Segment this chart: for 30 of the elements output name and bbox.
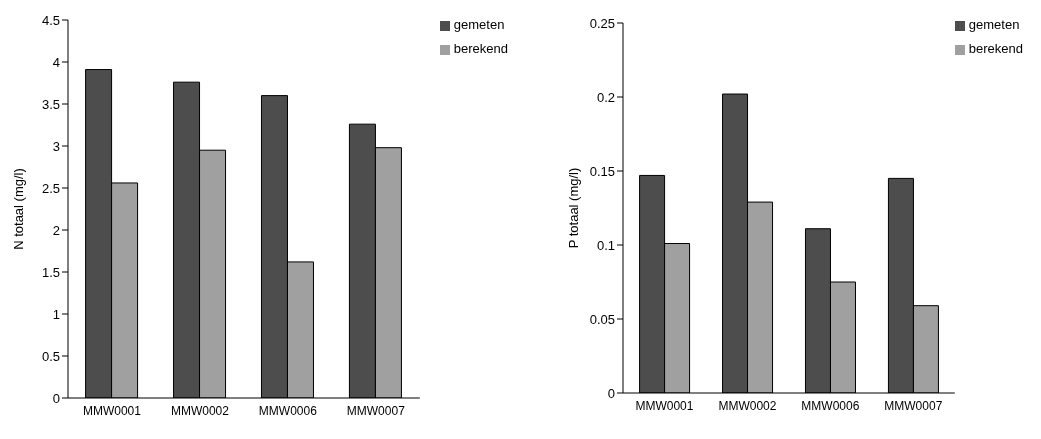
- y-tick-label: 0.1: [596, 237, 615, 253]
- x-tick-label: MMW0002: [718, 398, 777, 413]
- y-tick-label: 0.15: [589, 163, 615, 179]
- legend-label: gemeten: [453, 17, 505, 32]
- x-tick-label: MMW0001: [635, 398, 694, 413]
- x-tick-label: MMW0007: [884, 398, 943, 413]
- x-tick-label: MMW0006: [258, 403, 318, 418]
- y-tick-label: 1: [52, 306, 60, 322]
- y-tick-label: 0.05: [589, 311, 615, 327]
- y-tick-label: 4: [52, 54, 60, 70]
- y-tick-label: 3: [52, 138, 60, 154]
- x-tick-label: MMW0006: [801, 398, 860, 413]
- y-tick-label: 2.5: [41, 180, 60, 196]
- y-tick-label: 0: [607, 385, 615, 401]
- y-tick-label: 3.5: [41, 96, 60, 112]
- x-tick-label: MMW0002: [170, 403, 230, 418]
- x-tick-label: MMW0001: [82, 403, 142, 418]
- x-tick-label: MMW0007: [346, 403, 406, 418]
- y-tick-label: 4.5: [41, 12, 60, 28]
- y-axis-title: N totaal (mg/l): [10, 168, 26, 250]
- legend-label: gemeten: [968, 17, 1020, 32]
- legend-label: berekend: [453, 41, 508, 56]
- y-tick-label: 0.5: [41, 348, 60, 364]
- y-tick-label: 2: [52, 222, 60, 238]
- y-tick-label: 0.25: [589, 15, 615, 31]
- legend-label: berekend: [968, 41, 1023, 56]
- y-axis-title: P totaal (mg/l): [565, 167, 581, 249]
- y-tick-label: 0: [52, 390, 60, 406]
- y-tick-label: 0.2: [596, 89, 615, 105]
- y-tick-label: 1.5: [41, 264, 60, 280]
